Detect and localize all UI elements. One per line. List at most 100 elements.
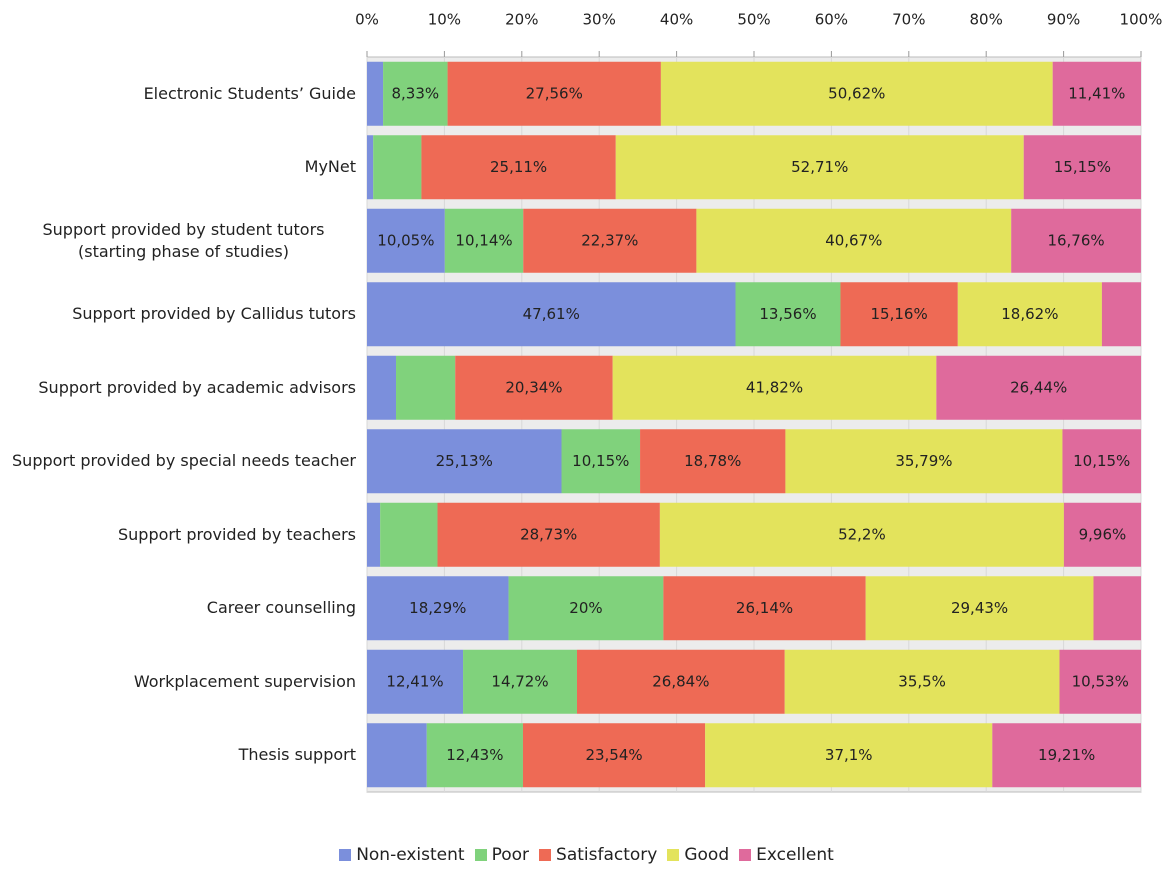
bar-segment (576, 649, 785, 714)
bar-segment (383, 61, 448, 126)
bar-segment (735, 282, 841, 347)
value-label: 22,37% (581, 231, 638, 249)
value-label: 35,79% (895, 452, 952, 470)
value-label: 12,41% (386, 672, 443, 690)
legend-item: Poor (474, 845, 530, 865)
bar-segment (1093, 576, 1141, 641)
value-label: 23,54% (585, 746, 642, 764)
x-tick-label: 70% (892, 11, 925, 29)
bar-segment (992, 723, 1141, 788)
bar-segment (1052, 61, 1141, 126)
value-label: 8,33% (392, 84, 440, 102)
bar-segment (696, 208, 1012, 273)
value-label: 50,62% (828, 84, 885, 102)
bar-segment (1062, 429, 1141, 494)
bar-segment (705, 723, 993, 788)
value-label: 19,21% (1038, 746, 1095, 764)
value-label: 25,11% (490, 158, 547, 176)
category-label: MyNet (0, 137, 356, 197)
value-label: 15,15% (1054, 158, 1111, 176)
category-label: Support provided by student tutors (star… (0, 211, 356, 271)
category-label-text: Thesis support (238, 745, 356, 765)
legend-label: Non-existent (356, 845, 465, 865)
x-tick-label: 40% (660, 11, 693, 29)
value-label: 35,5% (898, 672, 946, 690)
value-label: 9,96% (1079, 525, 1127, 543)
legend-label: Excellent (756, 845, 834, 865)
legend-label: Satisfactory (556, 845, 658, 865)
category-label: Support provided by special needs teache… (0, 431, 356, 491)
value-label: 47,61% (523, 305, 580, 323)
category-label-text: Workplacement supervision (133, 671, 356, 691)
bar-segment (447, 61, 661, 126)
value-label: 10,05% (377, 231, 434, 249)
category-label: Thesis support (0, 725, 356, 785)
x-tick-label: 80% (970, 11, 1003, 29)
bar-segment (936, 355, 1141, 420)
bar-segment (373, 135, 422, 200)
category-label: Career counselling (0, 578, 356, 638)
bar-segment (367, 723, 427, 788)
bar-segment (455, 355, 613, 420)
bar-segment (784, 649, 1060, 714)
bar-segment (1011, 208, 1141, 273)
bar-segment (367, 576, 509, 641)
bar-segment (561, 429, 641, 494)
value-label: 26,44% (1010, 378, 1067, 396)
bar-segment (523, 208, 697, 273)
value-label: 40,67% (825, 231, 882, 249)
legend-item: Excellent (739, 845, 834, 865)
value-label: 10,14% (455, 231, 512, 249)
bar-segment (615, 135, 1024, 200)
bar-segment (396, 355, 456, 420)
bar-segment (612, 355, 937, 420)
value-label: 12,43% (446, 746, 503, 764)
value-label: 20,34% (505, 378, 562, 396)
legend-swatch (339, 849, 352, 861)
bar-segment (380, 502, 438, 567)
legend-swatch (739, 849, 752, 861)
bar-segment (367, 502, 381, 567)
legend-label: Poor (491, 845, 530, 865)
bar-segment (367, 282, 736, 347)
category-label-text: MyNet (304, 157, 356, 177)
x-tick-label: 20% (505, 11, 538, 29)
value-label: 41,82% (746, 378, 803, 396)
bar-segment (367, 135, 374, 200)
x-tick-label: 30% (583, 11, 616, 29)
category-label-text: Support provided by academic advisors (38, 377, 356, 397)
value-label: 52,2% (838, 525, 886, 543)
value-label: 26,14% (736, 599, 793, 617)
category-label-text: Career counselling (206, 598, 356, 618)
value-label: 26,84% (652, 672, 709, 690)
bar-segment (367, 355, 397, 420)
bar-segment (426, 723, 523, 788)
x-tick-label: 90% (1047, 11, 1080, 29)
value-label: 15,16% (871, 305, 928, 323)
x-tick-label: 100% (1120, 11, 1163, 29)
category-label-text: Support provided by special needs teache… (12, 451, 356, 471)
bar-segment (437, 502, 660, 567)
legend-swatch (474, 849, 487, 861)
legend: Non-existent Poor Satisfactory Good Excellen… (0, 845, 1173, 865)
bar-segment (444, 208, 524, 273)
bar-segment (367, 429, 562, 494)
value-label: 13,56% (759, 305, 816, 323)
value-label: 20% (569, 599, 602, 617)
value-label: 28,73% (520, 525, 577, 543)
x-tick-label: 50% (737, 11, 770, 29)
category-label: Workplacement supervision (0, 652, 356, 712)
legend-swatch (667, 849, 680, 861)
bar-segment (367, 61, 384, 126)
category-label-text: Electronic Students’ Guide (143, 83, 356, 103)
bar-segment (1101, 282, 1141, 347)
category-label: Support provided by Callidus tutors (0, 284, 356, 344)
bar-segment (463, 649, 577, 714)
bar-segment (1063, 502, 1141, 567)
value-label: 27,56% (526, 84, 583, 102)
bar-segment (865, 576, 1094, 641)
value-label: 52,71% (791, 158, 848, 176)
value-label: 25,13% (436, 452, 493, 470)
